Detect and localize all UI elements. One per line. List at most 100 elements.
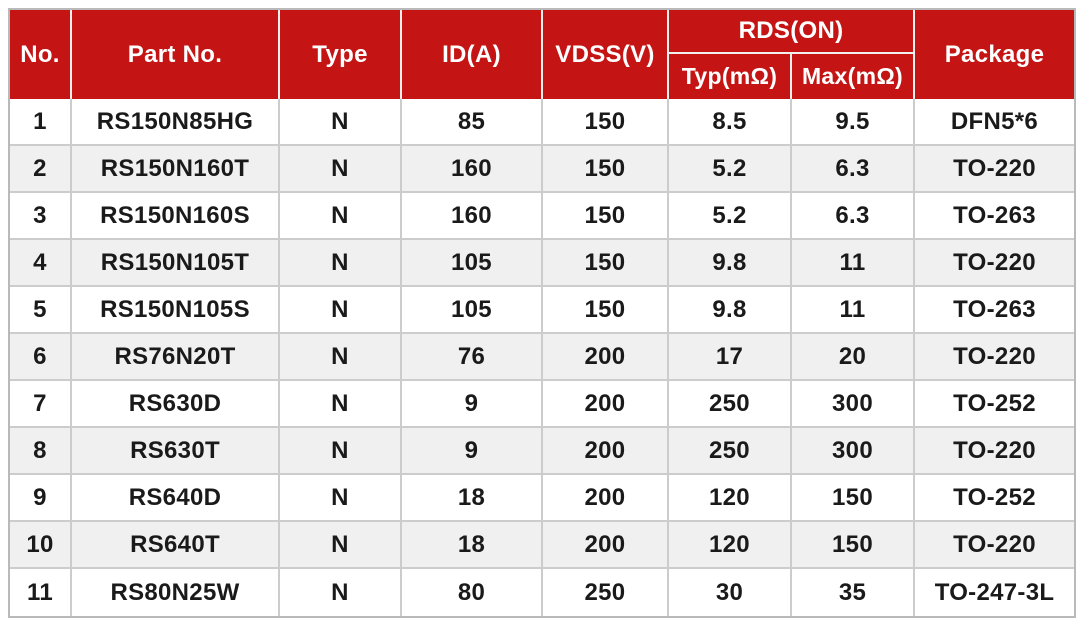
table-row: 3 RS150N160S N 160 150 5.2 6.3 TO-263 — [10, 193, 1075, 240]
cell-no: 1 — [10, 99, 72, 146]
col-header-id: ID(A) — [402, 10, 543, 99]
cell-rds-typ: 17 — [669, 334, 792, 381]
col-header-rds-typ: Typ(mΩ) — [669, 54, 792, 99]
table-row: 1 RS150N85HG N 85 150 8.5 9.5 DFN5*6 — [10, 99, 1075, 146]
header-row-sub: Typ(mΩ) Max(mΩ) — [10, 54, 1074, 99]
cell-package: TO-247-3L — [915, 569, 1075, 616]
cell-part: RS630D — [72, 381, 280, 428]
table-body: 1 RS150N85HG N 85 150 8.5 9.5 DFN5*6 2 RS150N160T… — [10, 99, 1075, 616]
cell-package: TO-263 — [915, 287, 1075, 334]
cell-part: RS150N105S — [72, 287, 280, 334]
cell-no: 4 — [10, 240, 72, 287]
cell-no: 10 — [10, 522, 72, 569]
cell-rds-typ: 5.2 — [669, 146, 792, 193]
cell-no: 5 — [10, 287, 72, 334]
cell-part: RS80N25W — [72, 569, 280, 616]
cell-no: 2 — [10, 146, 72, 193]
cell-type: N — [280, 146, 402, 193]
table-row: 10 RS640T N 18 200 120 150 TO-220 — [10, 522, 1075, 569]
cell-part: RS76N20T — [72, 334, 280, 381]
table-row: 8 RS630T N 9 200 250 300 TO-220 — [10, 428, 1075, 475]
cell-rds-max: 11 — [792, 240, 916, 287]
cell-vdss: 200 — [543, 381, 669, 428]
cell-type: N — [280, 569, 402, 616]
cell-rds-max: 35 — [792, 569, 916, 616]
mosfet-spec-table: No. Part No. Type ID(A) VDSS(V) RDS(ON) … — [8, 8, 1077, 618]
cell-rds-max: 20 — [792, 334, 916, 381]
cell-part: RS150N160S — [72, 193, 280, 240]
cell-rds-max: 150 — [792, 475, 916, 522]
cell-rds-max: 300 — [792, 381, 916, 428]
cell-rds-max: 300 — [792, 428, 916, 475]
cell-vdss: 150 — [543, 146, 669, 193]
table-row: 6 RS76N20T N 76 200 17 20 TO-220 — [10, 334, 1075, 381]
cell-rds-max: 6.3 — [792, 146, 916, 193]
cell-vdss: 250 — [543, 569, 669, 616]
cell-type: N — [280, 193, 402, 240]
cell-rds-typ: 30 — [669, 569, 792, 616]
cell-vdss: 150 — [543, 287, 669, 334]
cell-rds-typ: 9.8 — [669, 240, 792, 287]
table-row: 4 RS150N105T N 105 150 9.8 11 TO-220 — [10, 240, 1075, 287]
cell-vdss: 200 — [543, 334, 669, 381]
cell-no: 3 — [10, 193, 72, 240]
cell-id: 18 — [402, 522, 543, 569]
cell-package: DFN5*6 — [915, 99, 1075, 146]
mosfet-spec-table-container: No. Part No. Type ID(A) VDSS(V) RDS(ON) … — [8, 8, 1077, 618]
cell-vdss: 200 — [543, 522, 669, 569]
cell-no: 11 — [10, 569, 72, 616]
cell-rds-typ: 9.8 — [669, 287, 792, 334]
cell-part: RS150N85HG — [72, 99, 280, 146]
cell-id: 160 — [402, 146, 543, 193]
cell-package: TO-220 — [915, 146, 1075, 193]
cell-id: 85 — [402, 99, 543, 146]
cell-part: RS630T — [72, 428, 280, 475]
table-row: 7 RS630D N 9 200 250 300 TO-252 — [10, 381, 1075, 428]
table-row: 11 RS80N25W N 80 250 30 35 TO-247-3L — [10, 569, 1075, 616]
cell-id: 9 — [402, 428, 543, 475]
cell-rds-max: 6.3 — [792, 193, 916, 240]
col-header-package: Package — [915, 10, 1075, 99]
cell-id: 160 — [402, 193, 543, 240]
cell-part: RS640T — [72, 522, 280, 569]
cell-id: 76 — [402, 334, 543, 381]
cell-no: 6 — [10, 334, 72, 381]
cell-rds-typ: 250 — [669, 381, 792, 428]
table-row: 5 RS150N105S N 105 150 9.8 11 TO-263 — [10, 287, 1075, 334]
cell-type: N — [280, 99, 402, 146]
cell-rds-typ: 250 — [669, 428, 792, 475]
cell-package: TO-220 — [915, 428, 1075, 475]
cell-type: N — [280, 334, 402, 381]
cell-part: RS640D — [72, 475, 280, 522]
cell-no: 8 — [10, 428, 72, 475]
cell-package: TO-220 — [915, 522, 1075, 569]
cell-rds-typ: 8.5 — [669, 99, 792, 146]
cell-type: N — [280, 381, 402, 428]
cell-package: TO-220 — [915, 334, 1075, 381]
cell-id: 9 — [402, 381, 543, 428]
cell-part: RS150N105T — [72, 240, 280, 287]
table-row: 9 RS640D N 18 200 120 150 TO-252 — [10, 475, 1075, 522]
cell-id: 105 — [402, 287, 543, 334]
cell-rds-max: 11 — [792, 287, 916, 334]
cell-package: TO-252 — [915, 381, 1075, 428]
cell-no: 7 — [10, 381, 72, 428]
cell-rds-typ: 120 — [669, 522, 792, 569]
cell-vdss: 150 — [543, 240, 669, 287]
col-header-type: Type — [280, 10, 402, 99]
col-header-vdss: VDSS(V) — [543, 10, 669, 99]
cell-type: N — [280, 475, 402, 522]
cell-rds-typ: 120 — [669, 475, 792, 522]
cell-id: 105 — [402, 240, 543, 287]
cell-rds-max: 9.5 — [792, 99, 916, 146]
cell-id: 80 — [402, 569, 543, 616]
table-row: 2 RS150N160T N 160 150 5.2 6.3 TO-220 — [10, 146, 1075, 193]
cell-no: 9 — [10, 475, 72, 522]
cell-type: N — [280, 240, 402, 287]
col-header-no: No. — [10, 10, 72, 99]
cell-vdss: 150 — [543, 193, 669, 240]
cell-part: RS150N160T — [72, 146, 280, 193]
cell-type: N — [280, 287, 402, 334]
cell-type: N — [280, 428, 402, 475]
cell-vdss: 150 — [543, 99, 669, 146]
